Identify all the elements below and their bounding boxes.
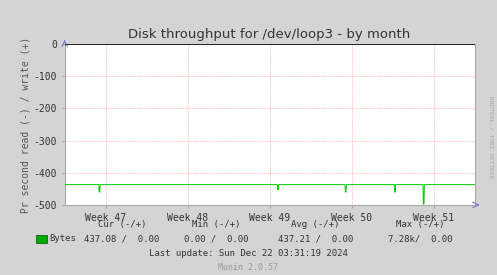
Text: Avg (-/+): Avg (-/+) xyxy=(291,220,340,229)
Title: Disk throughput for /dev/loop3 - by month: Disk throughput for /dev/loop3 - by mont… xyxy=(129,28,411,42)
Text: Min (-/+): Min (-/+) xyxy=(192,220,241,229)
Text: 0.00 /  0.00: 0.00 / 0.00 xyxy=(184,235,248,243)
Text: Max (-/+): Max (-/+) xyxy=(396,220,444,229)
Text: Cur (-/+): Cur (-/+) xyxy=(97,220,146,229)
Text: Munin 2.0.57: Munin 2.0.57 xyxy=(219,263,278,271)
Text: RRDTOOL / TOBI OETIKER: RRDTOOL / TOBI OETIKER xyxy=(489,96,494,179)
Y-axis label: Pr second read (-) / write (+): Pr second read (-) / write (+) xyxy=(21,36,31,213)
Text: Last update: Sun Dec 22 03:31:19 2024: Last update: Sun Dec 22 03:31:19 2024 xyxy=(149,249,348,258)
Text: 437.21 /  0.00: 437.21 / 0.00 xyxy=(278,235,353,243)
Text: 7.28k/  0.00: 7.28k/ 0.00 xyxy=(388,235,452,243)
Text: Bytes: Bytes xyxy=(50,235,77,243)
Text: 437.08 /  0.00: 437.08 / 0.00 xyxy=(84,235,160,243)
